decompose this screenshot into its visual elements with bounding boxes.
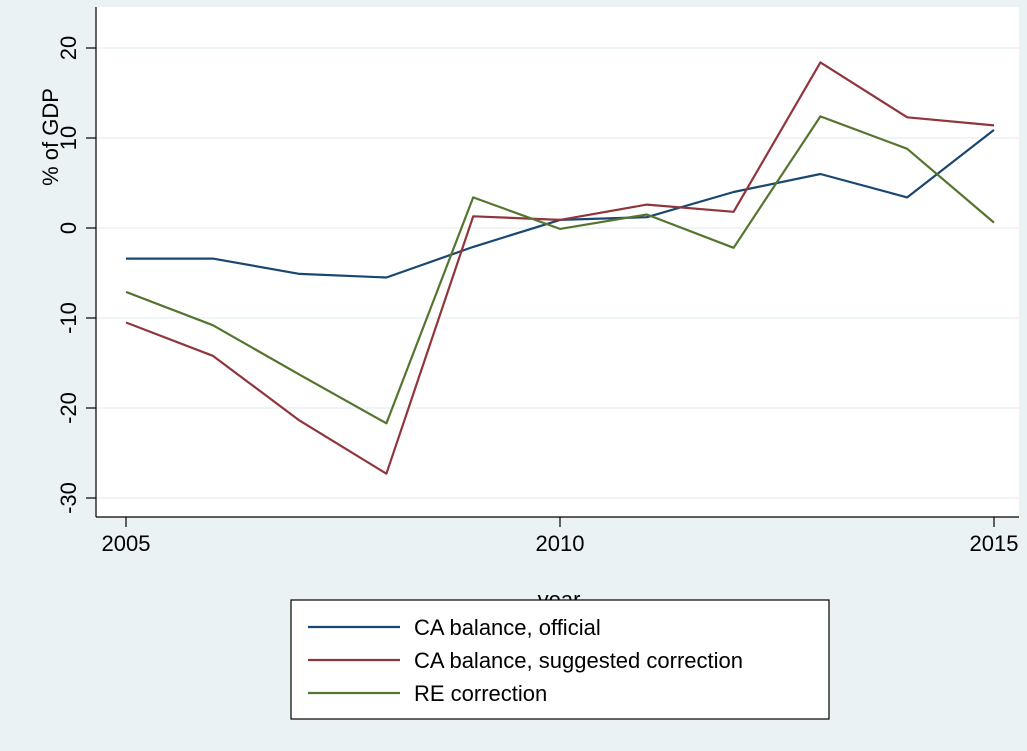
y-tick-label: 10 [56,126,81,150]
legend-entry-label: CA balance, official [414,615,601,640]
legend-entry-label: RE correction [414,681,547,706]
y-tick-label: -20 [56,392,81,424]
y-tick-label: -10 [56,302,81,334]
x-tick-label: 2015 [970,531,1019,556]
y-tick-label: 20 [56,36,81,60]
y-axis-title: % of GDP [38,88,63,186]
legend: CA balance, official CA balance, suggeste… [290,599,830,720]
x-tick-label: 2010 [536,531,585,556]
series-lines [125,61,995,475]
y-tick-label: -30 [56,482,81,514]
axes: -30 -20 -10 0 10 20 2005 2010 2015 [56,7,1019,556]
series-line-3 [125,115,995,425]
series-line-2 [125,61,995,475]
x-tick-label: 2005 [102,531,151,556]
gridlines [96,47,1019,499]
legend-entry-label: CA balance, suggested correction [414,648,743,673]
y-tick-label: 0 [56,222,81,234]
